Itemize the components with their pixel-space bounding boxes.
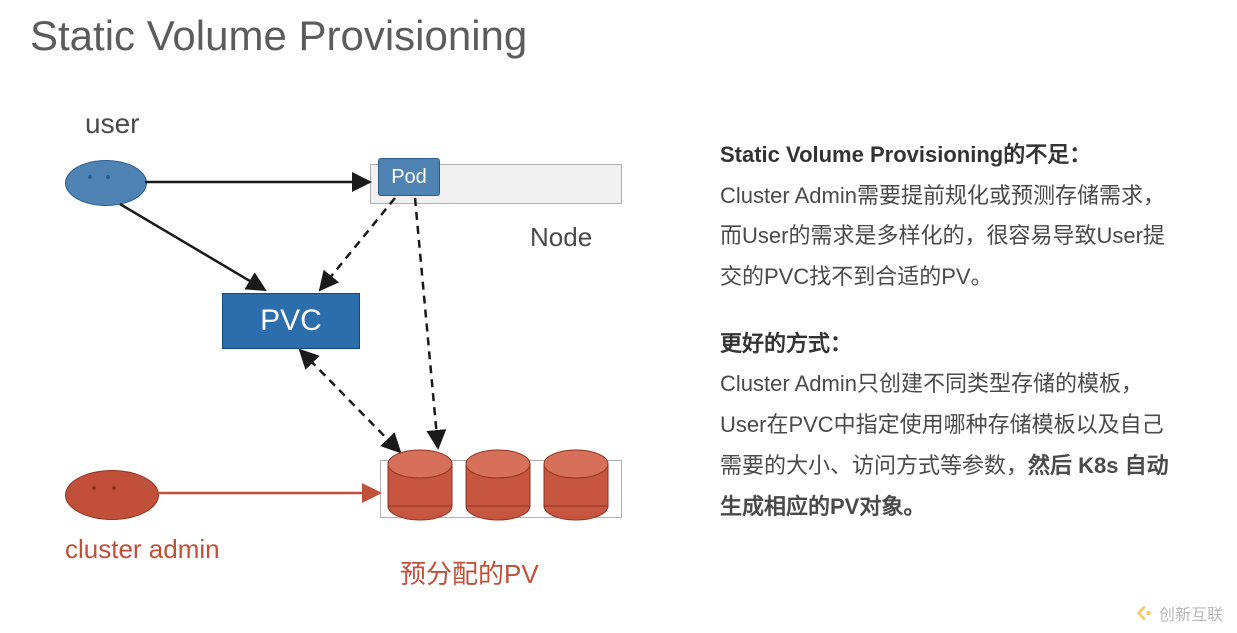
arrow-pod-to-pv xyxy=(415,198,438,448)
page-title: Static Volume Provisioning xyxy=(30,12,527,60)
pod-box: Pod xyxy=(378,158,440,196)
pvc-box: PVC xyxy=(222,293,360,349)
heading-shortcomings: Static Volume Provisioning的不足： xyxy=(720,135,1180,176)
watermark-logo-icon xyxy=(1133,602,1155,624)
pvc-label: PVC xyxy=(260,304,322,338)
watermark: 创新互联 xyxy=(1133,601,1223,625)
title-rest: Volume Provisioning xyxy=(135,12,527,59)
preallocated-pv-label: 预分配的PV xyxy=(400,554,539,591)
para-shortcomings: Cluster Admin需要提前规化或预测存储需求，而User的需求是多样化的… xyxy=(720,176,1180,298)
arrow-pvc-to-pv xyxy=(300,350,400,452)
admin-eye-icon xyxy=(92,486,96,490)
pv-container-bar xyxy=(380,460,622,518)
user-label: user xyxy=(85,108,139,140)
title-bold: Static xyxy=(30,12,135,59)
admin-eye-icon xyxy=(112,486,116,490)
user-ellipse xyxy=(65,160,147,206)
watermark-text: 创新互联 xyxy=(1159,601,1223,625)
user-eye-icon xyxy=(106,175,110,179)
admin-ellipse xyxy=(65,470,159,520)
cluster-admin-label: cluster admin xyxy=(65,534,220,565)
arrow-pod-to-pvc xyxy=(320,198,395,290)
user-eye-icon xyxy=(88,175,92,179)
pod-label: Pod xyxy=(391,166,427,189)
spacer xyxy=(720,298,1180,324)
arrow-user-to-pvc xyxy=(120,204,265,290)
heading-better: 更好的方式： xyxy=(720,324,1180,365)
para-better: Cluster Admin只创建不同类型存储的模板，User在PVC中指定使用哪… xyxy=(720,364,1180,527)
right-text-panel: Static Volume Provisioning的不足： Cluster A… xyxy=(720,135,1180,527)
node-label: Node xyxy=(530,222,592,253)
